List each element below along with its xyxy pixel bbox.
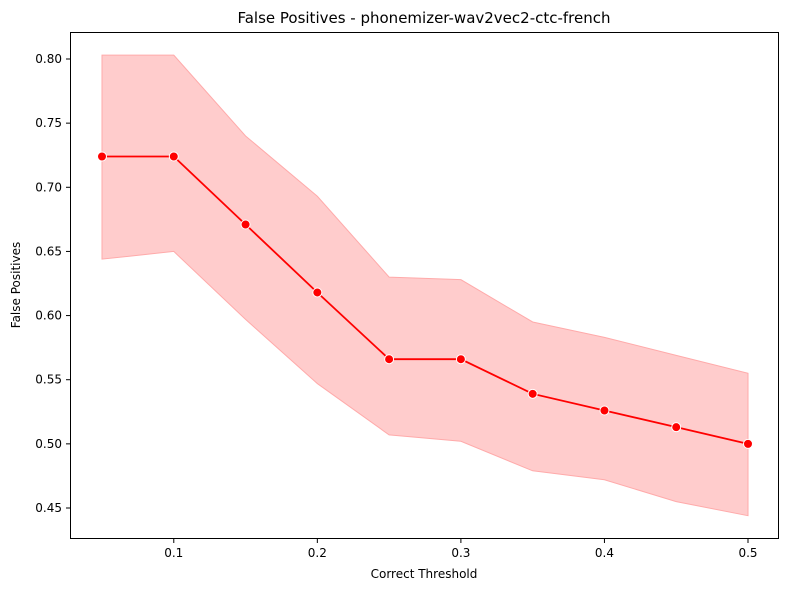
x-tick-label: 0.4 xyxy=(595,546,614,560)
data-point xyxy=(312,287,323,298)
y-tick-label: 0.60 xyxy=(35,309,62,323)
y-tick-label: 0.45 xyxy=(35,501,62,515)
y-axis-ticks: 0.45 0.50 0.55 0.60 0.65 0.70 0.75 0.80 xyxy=(35,52,71,515)
data-point xyxy=(384,354,395,365)
data-point xyxy=(240,219,251,230)
data-point xyxy=(97,151,107,162)
data-point xyxy=(527,388,538,399)
data-point xyxy=(599,405,610,416)
y-axis-label: False Positives xyxy=(9,242,23,328)
chart-title: False Positives - phonemizer-wav2vec2-ct… xyxy=(237,9,610,27)
x-axis-ticks: 0.1 0.2 0.3 0.4 0.5 xyxy=(164,538,758,560)
y-tick-label: 0.80 xyxy=(35,52,62,66)
x-tick-label: 0.2 xyxy=(308,546,327,560)
x-tick-label: 0.5 xyxy=(738,546,757,560)
data-point xyxy=(671,422,682,433)
x-tick-label: 0.1 xyxy=(164,546,183,560)
x-axis-label: Correct Threshold xyxy=(371,567,478,581)
plot-frame xyxy=(70,32,779,539)
confidence-band xyxy=(101,54,749,517)
series-line xyxy=(102,155,749,445)
data-point xyxy=(168,151,179,162)
data-point xyxy=(743,438,753,449)
y-tick-label: 0.75 xyxy=(35,116,62,130)
y-tick-label: 0.50 xyxy=(35,437,62,451)
y-tick-label: 0.55 xyxy=(35,373,62,387)
confidence-band-layer xyxy=(101,54,749,517)
series-line-layer xyxy=(102,155,749,445)
y-tick-label: 0.65 xyxy=(35,244,62,258)
data-point-layer xyxy=(97,151,753,449)
x-tick-label: 0.3 xyxy=(451,546,470,560)
y-tick-label: 0.70 xyxy=(35,180,62,194)
data-point xyxy=(455,354,466,365)
